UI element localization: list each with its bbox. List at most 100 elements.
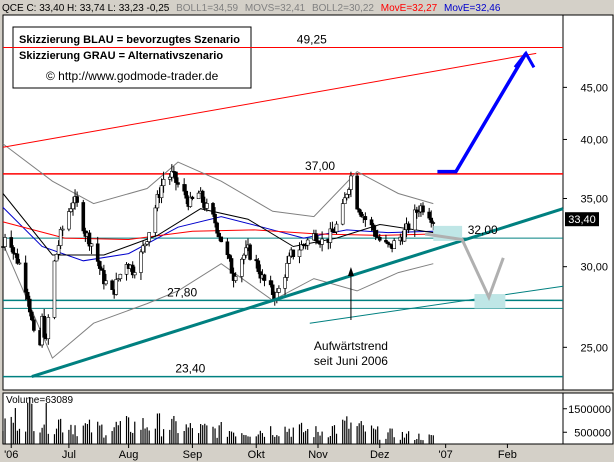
candle-body-34 xyxy=(100,268,104,271)
header-text: QCE C: 33,40 H: 33,74 L: 33,23 -0,25 BOL… xyxy=(2,3,501,14)
candle-body-51 xyxy=(147,232,151,242)
candle-body-39 xyxy=(114,279,119,295)
candle-body-83 xyxy=(242,254,246,260)
candle-body-128 xyxy=(371,224,376,231)
candle-body-113 xyxy=(328,228,333,243)
candle-body-116 xyxy=(334,223,339,233)
x-axis-ticks: '06 Jul Aug Sep Okt Nov Dez '07 Feb xyxy=(4,444,517,461)
candle-body-84 xyxy=(244,247,248,256)
candle-body-2 xyxy=(9,237,14,248)
candle-body-141 xyxy=(406,223,411,231)
candle-body-149 xyxy=(431,222,436,224)
level-label-2: 32,00 xyxy=(468,223,498,237)
trend-lines xyxy=(2,52,564,378)
candle-body-91 xyxy=(262,274,267,281)
candle-body-55 xyxy=(159,185,164,199)
candle-body-101 xyxy=(291,249,296,257)
candle-body-79 xyxy=(229,258,234,274)
header-movs: MOVS=32,41 xyxy=(245,3,306,14)
candle-body-63 xyxy=(184,190,189,199)
candle-body-146 xyxy=(421,205,425,213)
candle-body-21 xyxy=(60,228,65,231)
candle-body-98 xyxy=(285,263,289,278)
candle-body-50 xyxy=(145,241,149,245)
candle-body-72 xyxy=(211,203,215,215)
x-tick-label-0: '06 xyxy=(4,449,18,461)
blue-scenario-arrowhead xyxy=(513,50,536,69)
candle-body-96 xyxy=(277,287,281,293)
candle-body-23 xyxy=(69,208,73,212)
candle-body-26 xyxy=(75,196,79,203)
header-boll1: BOLL1=34,59 xyxy=(176,3,238,14)
candle-body-16 xyxy=(46,317,51,340)
level-label-4: 23,40 xyxy=(175,362,205,376)
candle-body-40 xyxy=(116,278,121,281)
candle-body-57 xyxy=(167,176,172,180)
candle-body-139 xyxy=(402,229,407,242)
candle-body-41 xyxy=(118,273,123,280)
candle-body-108 xyxy=(314,233,318,241)
candle-body-1 xyxy=(3,237,7,247)
candle-body-77 xyxy=(225,241,230,256)
x-tick-label-1: Jul xyxy=(62,449,76,461)
blue-scenario-path xyxy=(437,52,528,174)
candle-body-31 xyxy=(89,243,94,247)
candle-body-127 xyxy=(369,219,374,226)
candle-body-58 xyxy=(170,171,174,178)
overlay-line-4 xyxy=(2,243,434,359)
y-tick-label-2: 35,00 xyxy=(580,194,608,206)
candle-body-6 xyxy=(17,262,22,265)
candle-body-93 xyxy=(270,284,275,295)
candle-body-131 xyxy=(377,236,382,241)
close-marker: 33,40 xyxy=(565,212,599,227)
y-tick-label-4: 25,00 xyxy=(580,342,608,354)
overlay-line-1 xyxy=(2,221,434,241)
candle-body-92 xyxy=(268,280,273,286)
candle-body-65 xyxy=(188,196,193,207)
candle-body-114 xyxy=(330,228,335,233)
candle-body-147 xyxy=(427,211,431,219)
close-marker-box xyxy=(565,212,599,227)
candle-body-35 xyxy=(102,270,106,285)
header-quote: QCE C: 33,40 H: 33,74 L: 33,23 -0,25 xyxy=(2,3,170,14)
x-tick-label-4: Okt xyxy=(248,449,265,461)
candle-body-69 xyxy=(200,190,205,203)
candle-body-129 xyxy=(373,230,378,237)
grey-scenario-path xyxy=(424,232,505,302)
volume-tick-label-1: 500000 xyxy=(574,427,611,439)
candle-body-32 xyxy=(95,243,100,262)
candle-body-126 xyxy=(363,216,368,221)
candle-body-27 xyxy=(81,202,86,232)
candle-body-124 xyxy=(359,211,364,217)
trend-arrow-head xyxy=(347,267,354,276)
header-move2: MovE=32,46 xyxy=(444,3,501,14)
candle-body-102 xyxy=(297,249,302,257)
y-tick-label-0: 45,00 xyxy=(580,82,608,94)
candle-body-119 xyxy=(345,194,349,199)
candle-body-37 xyxy=(110,280,114,290)
candle-body-118 xyxy=(342,197,347,204)
x-tick-label-5: Nov xyxy=(308,449,328,461)
level-label-0: 49,25 xyxy=(297,32,327,46)
candle-body-11 xyxy=(32,319,36,331)
candle-body-136 xyxy=(392,240,396,249)
y-tick-label-3: 30,00 xyxy=(580,262,608,274)
candle-body-75 xyxy=(217,232,221,238)
candle-body-111 xyxy=(320,238,324,245)
candle-body-81 xyxy=(233,276,238,281)
candle-body-45 xyxy=(130,264,135,276)
candle-body-88 xyxy=(256,260,261,272)
trend-line-0 xyxy=(31,207,564,378)
x-tick-label-6: Dez xyxy=(370,449,390,461)
candle-body-30 xyxy=(87,232,92,247)
level-label-1: 37,00 xyxy=(305,159,335,173)
indicator-overlays xyxy=(2,143,434,359)
candle-body-106 xyxy=(305,239,310,246)
candle-body-53 xyxy=(155,194,160,209)
candle-body-5 xyxy=(15,253,20,264)
x-tick-label-2: Aug xyxy=(119,449,139,461)
candle-body-87 xyxy=(254,259,259,262)
candle-body-115 xyxy=(332,231,337,234)
candle-body-86 xyxy=(248,244,252,260)
